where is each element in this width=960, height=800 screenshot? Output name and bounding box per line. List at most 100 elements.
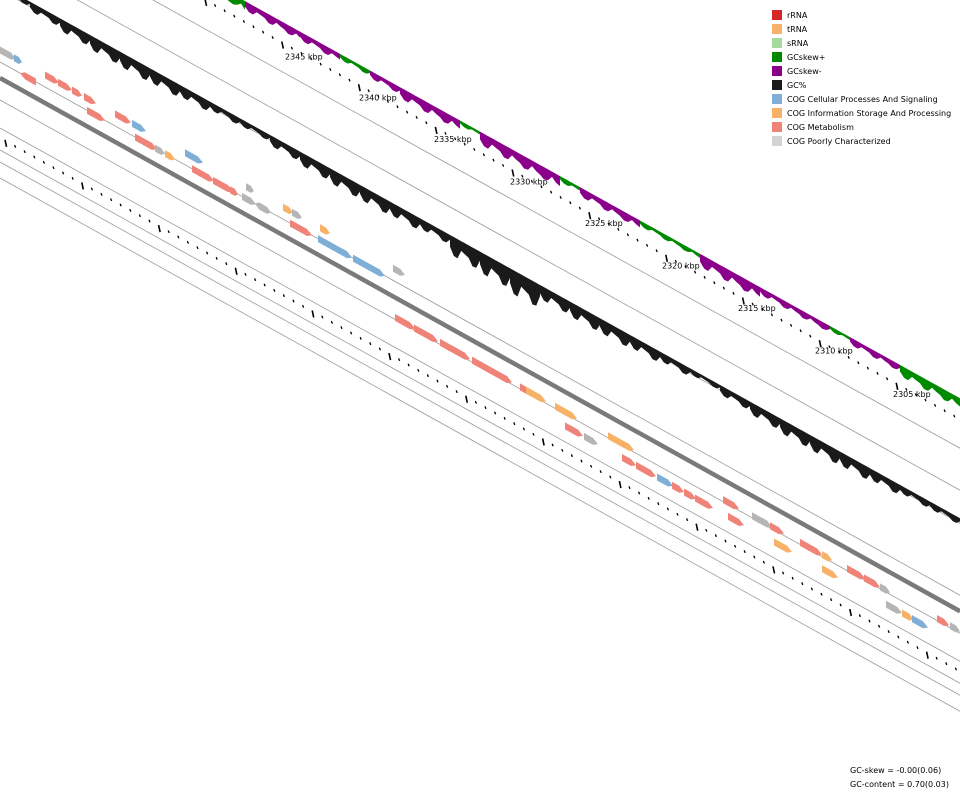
lower-tick-mark [724,539,727,543]
gene-feature [723,496,739,510]
gene-feature [800,538,822,556]
lower-tick-mark [599,470,602,474]
lower-tick-mark [743,550,746,554]
gene-feature [318,235,352,259]
legend-swatch [772,66,782,76]
upper-tick-mark [578,206,582,210]
lower-tick-mark [263,283,266,287]
gene-feature [770,522,784,535]
gc-content-band [90,34,120,63]
upper-tick-mark [857,361,860,365]
gene-feature [45,71,59,84]
lower-tick-mark [925,651,929,659]
lower-tick-mark [349,331,353,335]
legend-item: rRNA [772,8,951,22]
gc-content-band [19,0,30,5]
legend-item: GCskew+ [772,50,951,64]
lower-tick-mark [522,427,526,431]
lower-tick-mark [628,486,631,490]
gc-content-band [750,401,780,428]
legend: rRNA tRNA sRNA GCskew+ GCskew- GC% COG Cellula… [772,8,951,148]
upper-tick-mark [741,297,745,305]
legend-swatch [772,52,782,62]
lower-tick-mark [945,662,948,666]
track-guide-line [0,161,960,696]
upper-tick-mark [713,281,716,285]
upper-tick-mark [693,270,697,274]
gene-feature [132,119,146,132]
tick-label: 2335 kbp [434,135,472,144]
gc-skew-band [300,31,340,60]
upper-tick-mark [943,409,946,413]
lower-tick-mark [849,608,853,617]
upper-tick-mark [223,9,226,13]
gene-feature [864,574,880,588]
lower-tick-mark [205,251,209,255]
lower-tick-mark [503,416,506,420]
gc-skew-band [227,0,245,10]
tick-label: 2320 kbp [662,262,700,271]
legend-swatch [772,136,782,146]
gc-content-band [390,201,420,229]
lower-tick-mark [609,475,612,479]
tick-label: 2310 kbp [815,347,853,356]
gene-feature [526,386,546,403]
gc-content-band [570,301,600,330]
upper-tick-mark [425,121,428,125]
lower-tick-mark [714,534,718,538]
lower-tick-mark [839,603,842,607]
gene-feature [822,551,832,562]
legend-item: COG Poorly Characterized [772,134,951,148]
lower-tick-mark [906,640,910,644]
upper-tick-mark [684,265,687,269]
upper-tick-mark [453,137,457,141]
upper-tick-mark [261,30,265,34]
lower-tick-mark [561,448,564,452]
lower-tick-mark [657,502,660,506]
legend-item: COG Cellular Processes And Signaling [772,92,951,106]
gc-content-band [630,334,660,361]
upper-tick-mark [770,313,774,317]
tick-label: 2305 kbp [893,390,931,399]
gc-content-band [180,84,210,111]
upper-tick-mark [377,94,380,98]
legend-item: tRNA [772,22,951,36]
legend-label: GCskew- [787,66,822,76]
lower-tick-mark [215,256,218,260]
lower-tick-mark [4,139,8,147]
gene-feature [58,78,72,91]
gene-feature [72,86,82,97]
gene-feature [185,149,203,164]
legend-swatch [772,38,782,48]
gc-content-band [30,1,60,25]
upper-tick-mark [732,291,735,295]
legend-label: COG Information Storage And Processing [787,108,952,118]
upper-tick-mark [530,179,534,183]
upper-tick-mark [463,142,466,146]
lower-tick-mark [234,267,238,275]
gene-feature [414,324,438,343]
upper-tick-mark [338,73,342,77]
lower-tick-mark [753,555,756,559]
lower-tick-mark [71,176,74,180]
legend-item: GC% [772,78,951,92]
gc-content-band [150,68,180,96]
lower-tick-mark [541,438,545,446]
gene-feature [950,622,960,633]
legend-item: GCskew- [772,64,951,78]
upper-tick-mark [789,323,793,327]
gc-content-band [840,451,870,479]
gene-feature [440,338,470,360]
upper-tick-mark [924,398,927,402]
lower-tick-mark [196,246,199,250]
gene-feature [192,165,214,182]
lower-tick-mark [465,395,469,403]
lower-tick-mark [42,160,46,164]
upper-tick-mark [540,185,543,189]
lower-tick-mark [484,406,487,410]
gc-content-band [540,284,570,313]
legend-swatch [772,108,782,118]
gc-content-band [450,234,480,268]
gene-feature [165,150,175,161]
